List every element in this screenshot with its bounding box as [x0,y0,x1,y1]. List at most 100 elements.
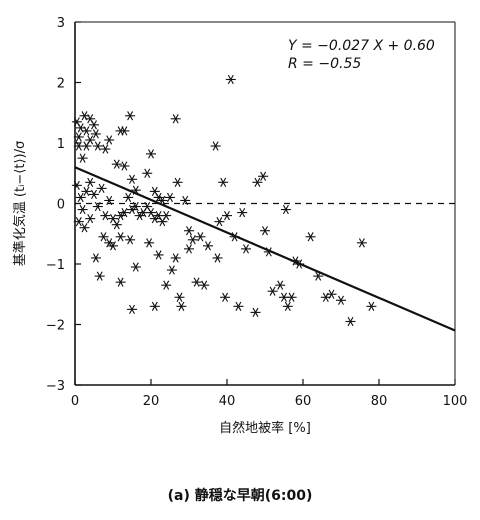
data-point-stroke [77,123,84,133]
data-point [85,214,96,224]
data-point-stroke [193,277,200,287]
data-point-stroke [129,174,135,184]
data-point [79,223,90,233]
data-point-stroke [121,126,128,136]
data-point [144,238,155,248]
data-point [176,301,187,311]
data-point-stroke [252,307,259,318]
data-point [119,126,130,136]
data-point-stroke [79,204,86,215]
data-point-stroke [189,235,196,245]
data-point-stroke [75,141,82,151]
data-point [366,301,377,311]
data-point-stroke [182,195,189,206]
data-point [94,271,105,281]
y-tick-label: −2 [46,319,65,334]
data-point-stroke [235,301,242,311]
data-point-stroke [110,241,116,251]
data-point [174,292,185,302]
data-point-stroke [284,301,291,311]
data-point [90,253,101,263]
data-point-stroke [186,244,192,254]
y-tick-label: 0 [57,198,65,213]
x-tick-label: 60 [295,394,312,409]
data-point-stroke [148,149,154,159]
data-point-stroke [163,210,170,221]
data-point [127,304,137,314]
data-point [149,301,160,311]
y-tick-label: 3 [57,16,65,31]
data-point-stroke [243,244,249,254]
data-point-stroke [100,232,107,242]
data-point [237,207,248,218]
x-tick-label: 80 [371,394,388,409]
data-point-stroke [110,214,116,224]
correlation-coefficient: R = −0.55 [288,56,361,72]
data-point-stroke [73,180,80,190]
data-point-stroke [113,159,120,169]
data-point-stroke [254,177,261,187]
data-point [356,238,367,248]
data-point-stroke [358,238,365,248]
data-point-stroke [92,129,99,139]
data-point-stroke [148,207,154,218]
y-axis-title: 基準化気温 (tᵢ−⟨t⟩)/σ [12,141,28,266]
data-point [241,244,251,254]
data-point-stroke [75,132,82,142]
data-point-stroke [260,171,267,181]
data-point [250,307,261,318]
data-point [170,253,181,263]
data-point [210,141,221,151]
data-point-stroke [132,201,139,212]
data-point-stroke [94,141,101,151]
data-point [115,232,126,242]
data-point-stroke [92,253,99,263]
data-point-stroke [87,214,94,224]
data-point-stroke [75,217,82,227]
data-point [282,301,293,311]
data-point-stroke [83,186,90,197]
data-point-stroke [121,161,128,171]
data-point-stroke [178,301,185,311]
data-point-stroke [91,189,97,200]
data-point-stroke [227,74,234,85]
data-point-stroke [288,292,295,302]
data-point [85,135,96,145]
data-point-stroke [129,304,135,314]
data-point-stroke [87,177,94,187]
data-point-stroke [328,289,335,299]
data-point [119,161,130,171]
data-point [146,149,156,159]
data-point-stroke [87,135,94,145]
data-point-stroke [224,210,230,221]
data-point [108,241,118,251]
data-point [222,210,232,221]
data-point-stroke [239,207,246,218]
data-point-stroke [172,114,179,124]
axes-group: 0 20 40 60 80 100 −3 −2 −1 0 1 2 3 自然地被率 [%] 基準化気温 (tᵢ… [12,16,467,436]
data-point [85,177,96,187]
data-point [203,241,213,251]
points-group [71,74,377,327]
data-point [153,250,164,260]
data-point-stroke [81,223,88,233]
x-tick-label: 20 [143,394,160,409]
data-point-stroke [307,232,314,242]
data-point-stroke [212,141,219,151]
data-point-stroke [197,232,204,242]
data-point [100,210,111,221]
data-point-stroke [77,192,84,203]
data-point-stroke [281,292,287,302]
data-point-stroke [117,232,124,242]
data-point-stroke [347,316,354,327]
data-point-stroke [113,220,120,230]
data-point [98,232,109,242]
data-point-stroke [205,241,211,251]
data-point-stroke [214,253,221,263]
data-point [212,253,223,263]
data-point-stroke [201,280,208,290]
data-point-stroke [368,301,375,311]
data-point [125,235,136,245]
